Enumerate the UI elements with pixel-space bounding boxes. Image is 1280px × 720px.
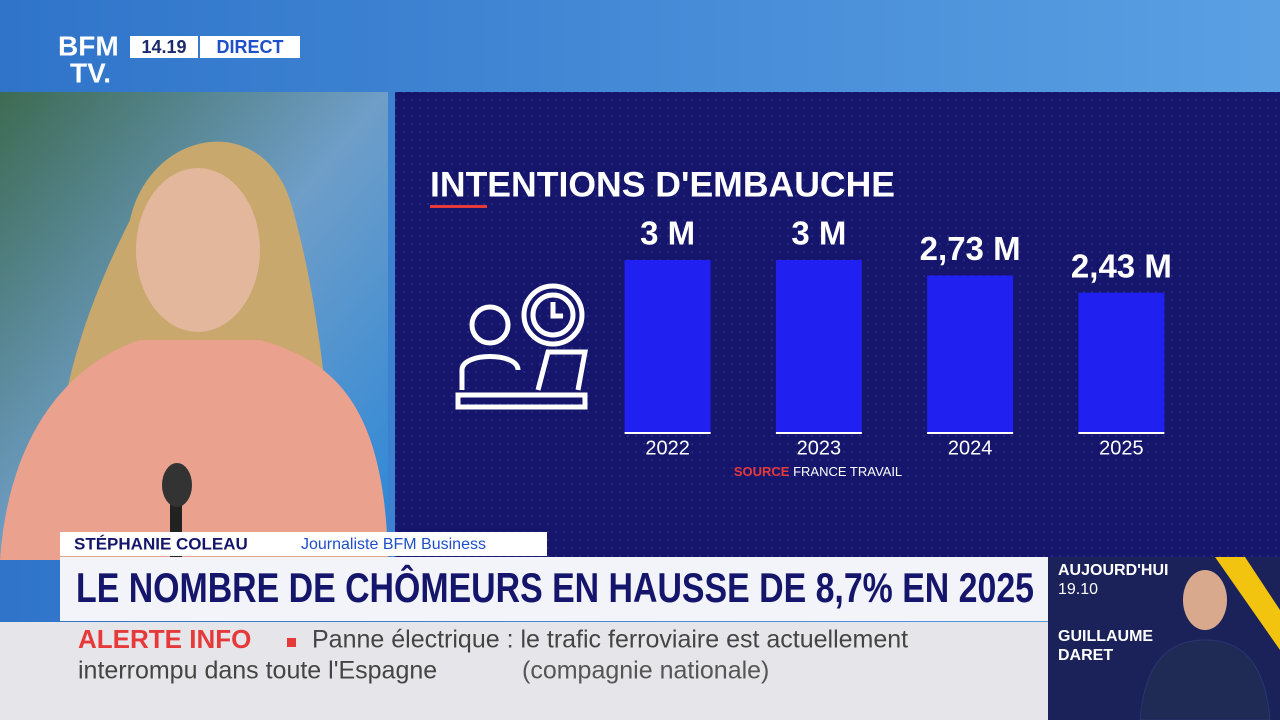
clock: 14.19 xyxy=(141,37,186,57)
source: SOURCE FRANCE TRAVAIL xyxy=(734,464,902,479)
value-label: 3 M xyxy=(791,215,846,252)
presenter-role: Journaliste BFM Business xyxy=(301,536,486,553)
headline-band xyxy=(60,557,1048,621)
baseline xyxy=(1078,432,1165,434)
bars: 3 M 2022 3 M 2023 2,73 M 2024 2,43 M 2025 xyxy=(624,215,1172,459)
source-name: FRANCE TRAVAIL xyxy=(793,464,902,479)
bar xyxy=(927,275,1014,432)
host-suit xyxy=(1139,639,1271,720)
title-underline xyxy=(430,205,487,208)
source-label: SOURCE xyxy=(734,464,790,479)
x-tick-label: 2025 xyxy=(1099,437,1144,459)
value-label: 2,73 M xyxy=(920,230,1021,267)
baseline xyxy=(624,432,711,434)
live-label: DIRECT xyxy=(217,37,284,57)
headline: LE NOMBRE DE CHÔMEURS EN HAUSSE DE 8,7% … xyxy=(76,563,1034,611)
time-box xyxy=(130,36,198,58)
value-label: 3 M xyxy=(640,215,695,252)
pink-top xyxy=(0,340,388,560)
stripe xyxy=(1215,557,1280,650)
ticker-label: ALERTE INFO xyxy=(78,624,251,654)
logo: BFM xyxy=(58,30,119,61)
ticker-band xyxy=(0,622,1048,720)
work-icon xyxy=(455,283,589,410)
bar xyxy=(1078,292,1165,432)
value-label: 2,43 M xyxy=(1071,247,1172,284)
ticker-note: (compagnie nationale) xyxy=(522,657,769,685)
bar xyxy=(624,260,711,432)
ticker-text: interrompu dans toute l'Espagne xyxy=(78,657,437,685)
baseline xyxy=(927,432,1014,434)
logo: TV. xyxy=(70,57,111,88)
live-box xyxy=(200,36,300,58)
x-tick-label: 2022 xyxy=(645,437,690,459)
bar xyxy=(775,260,862,432)
x-tick-label: 2023 xyxy=(797,437,842,459)
host-name: GUILLAUME xyxy=(1058,628,1153,645)
face xyxy=(136,168,260,332)
next-time: 19.10 xyxy=(1058,581,1098,598)
ticker-text: Panne électrique : le trafic ferroviaire… xyxy=(312,626,908,654)
baseline xyxy=(775,432,862,434)
next-label: AUJOURD'HUI xyxy=(1058,562,1168,579)
name-strip xyxy=(60,532,547,556)
host-name: DARET xyxy=(1058,647,1113,664)
presenter-name: STÉPHANIE COLEAU xyxy=(74,534,248,553)
chart-title: INTENTIONS D'EMBAUCHE xyxy=(430,165,895,204)
host-face xyxy=(1183,570,1227,630)
x-tick-label: 2024 xyxy=(948,437,993,459)
